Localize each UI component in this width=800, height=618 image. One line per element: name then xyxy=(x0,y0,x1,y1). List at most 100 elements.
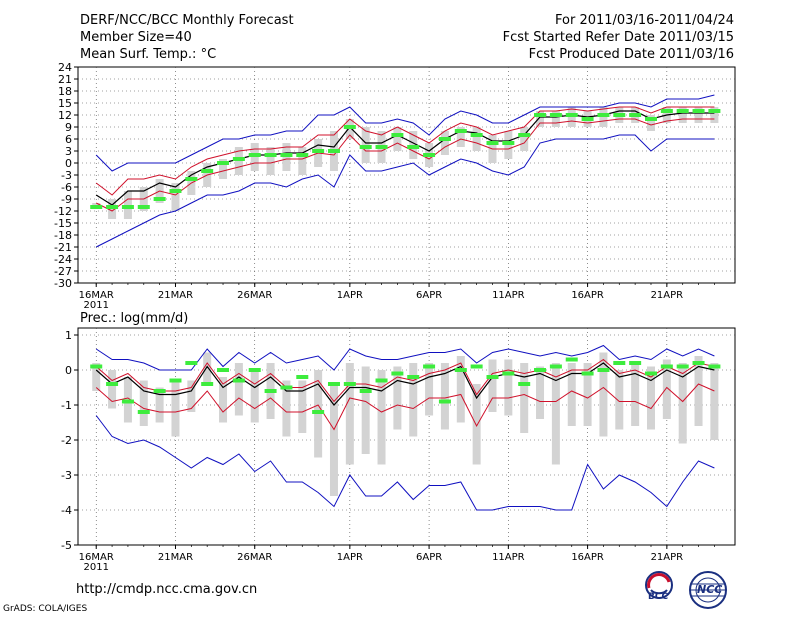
prec-spread-box xyxy=(504,359,513,416)
prec-observed-marker xyxy=(201,382,214,386)
prec-observed-marker xyxy=(121,399,134,404)
variable-label: Mean Surf. Temp.: °C xyxy=(80,47,217,62)
temp-observed-marker xyxy=(692,109,705,113)
prec-spread-box xyxy=(646,366,655,430)
prec-observed-marker xyxy=(90,364,103,369)
temp-observed-marker xyxy=(391,133,404,137)
temp-observed-marker xyxy=(375,145,388,149)
temp-y-tick-label: -15 xyxy=(54,217,72,230)
temp-observed-marker xyxy=(185,177,198,181)
temp-observed-marker xyxy=(232,157,245,161)
prec-spread-box xyxy=(678,363,687,444)
prec-spread-box xyxy=(298,380,307,433)
chart-title: DERF/NCC/BCC Monthly Forecast xyxy=(80,13,294,28)
prec-y-tick-label: -1 xyxy=(61,399,72,412)
temp-x-tick-label: 11APR xyxy=(492,290,525,301)
prec-spread-box xyxy=(440,363,449,430)
temp-y-tick-label: -6 xyxy=(61,181,72,194)
prec-observed-marker xyxy=(629,361,642,365)
temp-spread-box xyxy=(536,111,545,127)
temp-y-tick-label: -21 xyxy=(54,241,72,254)
temp-observed-marker xyxy=(343,125,356,129)
prec-observed-marker xyxy=(534,368,547,372)
prec-spread-box xyxy=(282,380,291,437)
temp-upper-red-line xyxy=(95,106,715,196)
temp-observed-marker xyxy=(264,153,277,157)
prec-x-tick-label: 21APR xyxy=(651,552,684,563)
temp-y-tick-label: -27 xyxy=(54,265,72,278)
member-size-label: Member Size=40 xyxy=(80,30,192,45)
temp-x-tick-label: 6APR xyxy=(416,290,442,301)
temp-observed-marker xyxy=(106,205,119,209)
temp-spread-box xyxy=(393,127,402,151)
prec-observed-marker xyxy=(518,382,531,386)
temp-y-tick-label: 18 xyxy=(58,85,72,98)
prec-observed-marker xyxy=(312,410,325,414)
prec-spread-box xyxy=(615,370,624,430)
prec-observed-marker xyxy=(391,371,404,376)
bcc-logo: BCC xyxy=(638,570,680,610)
temp-spread-box xyxy=(694,107,703,123)
temp-observed-marker xyxy=(423,153,436,157)
source-url[interactable]: http://cmdp.ncc.cma.gov.cn xyxy=(76,582,258,597)
prec-y-tick-label: -4 xyxy=(61,504,72,517)
prec-spread-box xyxy=(361,366,370,454)
prec-spread-box xyxy=(377,370,386,465)
temp-y-tick-label: -9 xyxy=(61,193,72,206)
prec-spread-box xyxy=(250,370,259,423)
prec-x-tick-label: 26MAR xyxy=(237,552,272,563)
prec-spread-box xyxy=(203,352,212,384)
prec-observed-marker xyxy=(106,382,119,386)
prec-spread-box xyxy=(409,363,418,437)
temp-x-tick-label: 26MAR xyxy=(237,290,272,301)
prec-spread-box xyxy=(171,380,180,437)
temp-observed-marker xyxy=(676,109,689,113)
prec-spread-box xyxy=(710,363,719,440)
prec-spread-box xyxy=(345,363,354,465)
ncc-logo: NCC xyxy=(684,570,732,614)
prec-spread-box xyxy=(536,366,545,419)
prec-observed-marker xyxy=(407,375,420,379)
prec-x-tick-label: 21MAR xyxy=(158,552,193,563)
prec-spread-box xyxy=(329,384,338,496)
prec-observed-marker xyxy=(375,378,388,383)
prec-y-tick-label: -5 xyxy=(61,539,72,552)
prec-spread-box xyxy=(520,363,529,433)
prec-spread-box xyxy=(234,363,243,416)
temp-y-tick-label: -24 xyxy=(54,253,72,266)
temp-max-line xyxy=(95,94,715,172)
temp-observed-marker xyxy=(708,109,721,113)
prec-observed-marker xyxy=(644,371,657,376)
prec-y-tick-label: -2 xyxy=(61,434,72,447)
prec-observed-marker xyxy=(708,364,721,369)
temp-spread-box xyxy=(710,107,719,123)
temp-observed-marker xyxy=(597,113,610,117)
prec-spread-box xyxy=(583,363,592,426)
prec-lower-red-line xyxy=(95,383,715,431)
temp-observed-marker xyxy=(486,141,499,145)
prec-observed-marker xyxy=(296,375,309,379)
forecast-started-date: Fcst Started Refer Date 2011/03/15 xyxy=(502,30,734,45)
ncc-logo-text: NCC xyxy=(697,583,723,596)
temp-observed-marker xyxy=(217,161,230,165)
bcc-logo-text: BCC xyxy=(648,592,669,602)
temp-spread-box xyxy=(456,127,465,147)
prec-observed-marker xyxy=(280,385,293,390)
temp-y-tick-label: 3 xyxy=(65,145,72,158)
temp-y-tick-label: -18 xyxy=(54,229,72,242)
prec-observed-marker xyxy=(692,361,705,365)
prec-spread-box xyxy=(631,363,640,426)
temp-observed-marker xyxy=(327,149,340,153)
prec-observed-marker xyxy=(613,361,626,365)
temp-y-tick-label: 21 xyxy=(58,73,72,86)
prec-x-tick-label: 16MAR xyxy=(79,552,114,563)
temp-observed-marker xyxy=(502,141,515,145)
temp-observed-marker xyxy=(549,113,562,117)
temp-ensemble-mean-line xyxy=(95,110,715,206)
prec-y-tick-label: 1 xyxy=(65,329,72,342)
prec-observed-marker xyxy=(549,364,562,369)
prec-observed-marker xyxy=(359,389,372,393)
prec-min-line xyxy=(95,415,715,511)
prec-observed-marker xyxy=(248,368,261,372)
